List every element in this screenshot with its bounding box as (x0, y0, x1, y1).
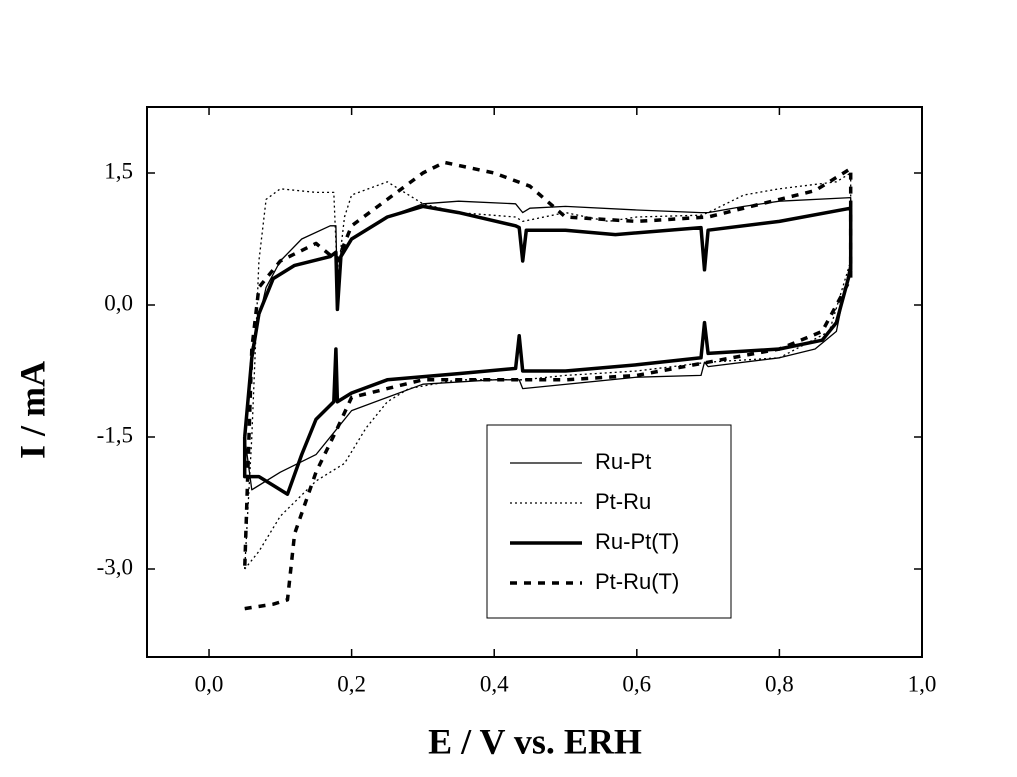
x-tick-label: 0,0 (195, 671, 224, 696)
legend-label: Ru-Pt(T) (595, 529, 679, 554)
legend-box (486, 424, 732, 619)
x-tick-label: 0,2 (337, 671, 366, 696)
legend-label: Pt-Ru(T) (595, 569, 679, 594)
x-tick-label: 0,8 (765, 671, 794, 696)
y-tick-label: 0,0 (104, 290, 133, 315)
legend-label: Pt-Ru (595, 489, 651, 514)
legend-label: Ru-Pt (595, 449, 651, 474)
plot-frame (146, 106, 923, 658)
series-line (244, 172, 852, 570)
x-tick-label: 0,6 (622, 671, 651, 696)
y-axis-title: I / mA (12, 361, 52, 459)
x-tick-label: 1,0 (908, 671, 937, 696)
x-tick-label: 0,4 (480, 671, 509, 696)
y-tick-label: -3,0 (97, 554, 133, 579)
y-tick-label: 1,5 (104, 158, 133, 183)
series-line (242, 160, 853, 611)
y-tick-label: -1,5 (97, 422, 133, 447)
x-axis-title: E / V vs. ERH (428, 721, 642, 761)
series-line (242, 204, 853, 496)
